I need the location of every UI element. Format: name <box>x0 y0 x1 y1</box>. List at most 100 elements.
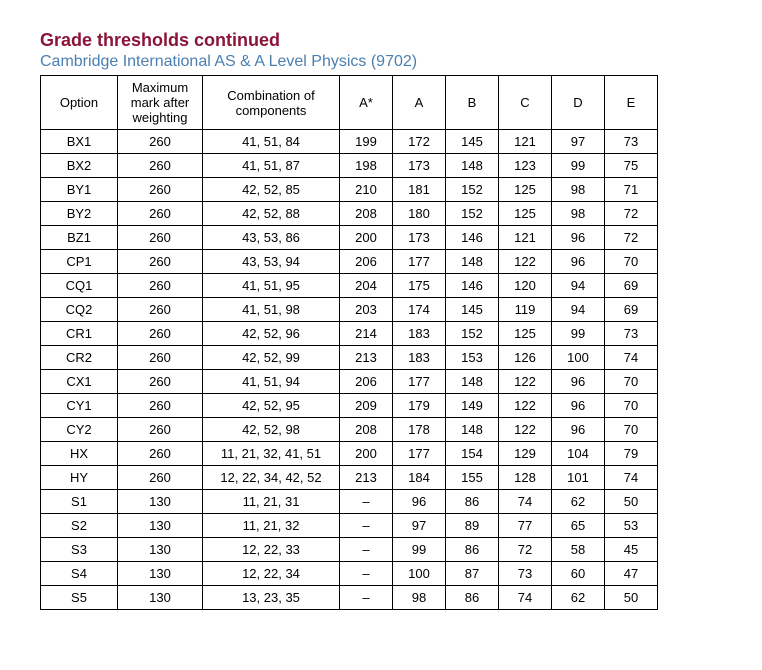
table-row: CP126043, 53, 942061771481229670 <box>41 250 658 274</box>
cell-d: 62 <box>552 490 605 514</box>
cell-e: 71 <box>605 178 658 202</box>
cell-a: 177 <box>393 370 446 394</box>
cell-c: 77 <box>499 514 552 538</box>
cell-d: 96 <box>552 370 605 394</box>
cell-d: 65 <box>552 514 605 538</box>
cell-e: 45 <box>605 538 658 562</box>
thresholds-table: Option Maximum mark after weighting Comb… <box>40 75 658 610</box>
cell-e: 50 <box>605 586 658 610</box>
cell-option: BX1 <box>41 130 118 154</box>
cell-b: 145 <box>446 298 499 322</box>
cell-combo: 12, 22, 34, 42, 52 <box>203 466 340 490</box>
cell-c: 123 <box>499 154 552 178</box>
cell-c: 121 <box>499 226 552 250</box>
cell-d: 60 <box>552 562 605 586</box>
cell-combo: 41, 51, 98 <box>203 298 340 322</box>
cell-e: 50 <box>605 490 658 514</box>
cell-c: 120 <box>499 274 552 298</box>
cell-a: 178 <box>393 418 446 442</box>
cell-max: 260 <box>118 130 203 154</box>
cell-option: S3 <box>41 538 118 562</box>
table-row: BY226042, 52, 882081801521259872 <box>41 202 658 226</box>
cell-c: 125 <box>499 202 552 226</box>
cell-e: 74 <box>605 346 658 370</box>
cell-b: 148 <box>446 370 499 394</box>
cell-c: 122 <box>499 418 552 442</box>
cell-max: 260 <box>118 250 203 274</box>
page-title: Grade thresholds continued <box>40 30 722 51</box>
cell-combo: 12, 22, 33 <box>203 538 340 562</box>
cell-b: 148 <box>446 418 499 442</box>
cell-a: 184 <box>393 466 446 490</box>
cell-b: 86 <box>446 490 499 514</box>
cell-a_star: 208 <box>340 202 393 226</box>
table-row: BZ126043, 53, 862001731461219672 <box>41 226 658 250</box>
cell-max: 260 <box>118 418 203 442</box>
cell-a_star: 208 <box>340 418 393 442</box>
table-row: S413012, 22, 34–10087736047 <box>41 562 658 586</box>
cell-e: 79 <box>605 442 658 466</box>
cell-c: 122 <box>499 370 552 394</box>
cell-combo: 41, 51, 94 <box>203 370 340 394</box>
cell-c: 74 <box>499 490 552 514</box>
cell-b: 152 <box>446 322 499 346</box>
cell-e: 72 <box>605 226 658 250</box>
cell-max: 130 <box>118 562 203 586</box>
cell-e: 73 <box>605 130 658 154</box>
cell-c: 125 <box>499 322 552 346</box>
cell-combo: 42, 52, 85 <box>203 178 340 202</box>
cell-option: BY1 <box>41 178 118 202</box>
table-row: CQ226041, 51, 982031741451199469 <box>41 298 658 322</box>
cell-a_star: – <box>340 514 393 538</box>
cell-max: 130 <box>118 586 203 610</box>
cell-d: 99 <box>552 154 605 178</box>
cell-d: 97 <box>552 130 605 154</box>
cell-a: 180 <box>393 202 446 226</box>
cell-b: 155 <box>446 466 499 490</box>
cell-d: 58 <box>552 538 605 562</box>
col-header-max: Maximum mark after weighting <box>118 76 203 130</box>
table-row: HY26012, 22, 34, 42, 5221318415512810174 <box>41 466 658 490</box>
cell-a: 97 <box>393 514 446 538</box>
cell-option: CR1 <box>41 322 118 346</box>
cell-e: 70 <box>605 394 658 418</box>
cell-a: 172 <box>393 130 446 154</box>
cell-e: 70 <box>605 250 658 274</box>
cell-e: 70 <box>605 370 658 394</box>
cell-c: 119 <box>499 298 552 322</box>
cell-option: HY <box>41 466 118 490</box>
cell-a_star: 206 <box>340 370 393 394</box>
cell-b: 86 <box>446 538 499 562</box>
cell-e: 72 <box>605 202 658 226</box>
cell-option: BX2 <box>41 154 118 178</box>
cell-a_star: – <box>340 586 393 610</box>
cell-option: CQ1 <box>41 274 118 298</box>
cell-d: 96 <box>552 418 605 442</box>
cell-a_star: 213 <box>340 466 393 490</box>
cell-b: 89 <box>446 514 499 538</box>
cell-e: 69 <box>605 274 658 298</box>
cell-a: 98 <box>393 586 446 610</box>
cell-combo: 12, 22, 34 <box>203 562 340 586</box>
cell-b: 152 <box>446 178 499 202</box>
col-header-c: C <box>499 76 552 130</box>
cell-a: 177 <box>393 250 446 274</box>
table-header-row: Option Maximum mark after weighting Comb… <box>41 76 658 130</box>
cell-d: 101 <box>552 466 605 490</box>
cell-a_star: – <box>340 490 393 514</box>
cell-a: 96 <box>393 490 446 514</box>
table-row: BY126042, 52, 852101811521259871 <box>41 178 658 202</box>
cell-combo: 11, 21, 31 <box>203 490 340 514</box>
cell-max: 260 <box>118 322 203 346</box>
cell-option: BY2 <box>41 202 118 226</box>
cell-option: S4 <box>41 562 118 586</box>
cell-option: S2 <box>41 514 118 538</box>
table-row: CX126041, 51, 942061771481229670 <box>41 370 658 394</box>
table-row: CR226042, 52, 9921318315312610074 <box>41 346 658 370</box>
cell-c: 128 <box>499 466 552 490</box>
cell-a_star: 199 <box>340 130 393 154</box>
table-row: HX26011, 21, 32, 41, 5120017715412910479 <box>41 442 658 466</box>
cell-a: 100 <box>393 562 446 586</box>
col-header-e: E <box>605 76 658 130</box>
cell-d: 98 <box>552 202 605 226</box>
